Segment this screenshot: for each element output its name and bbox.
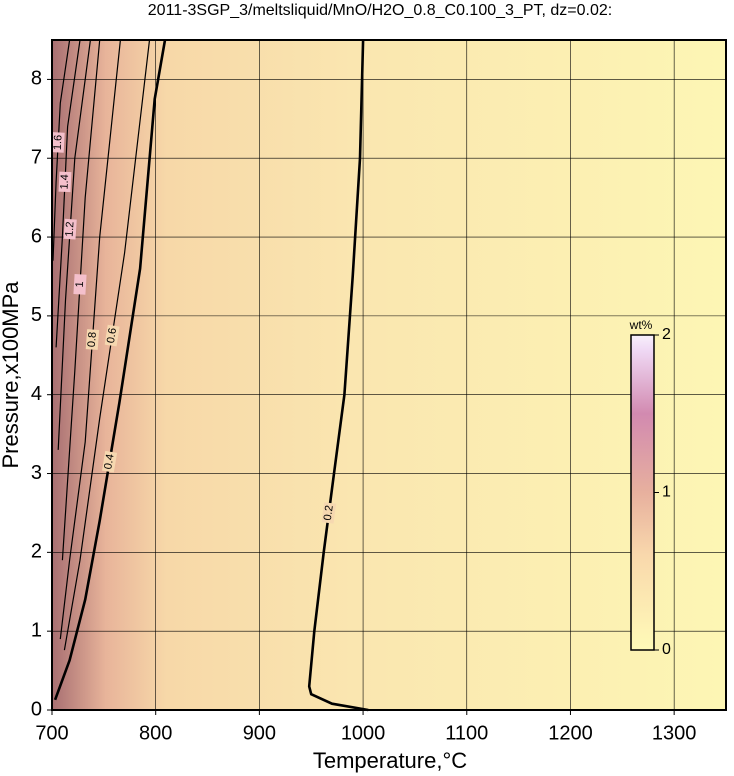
y-tick-label: 2 [31,541,42,563]
x-tick-label: 1000 [341,722,386,744]
contour-label: 0.4 [102,453,116,470]
colorbar-tick-label: 0 [662,641,671,658]
contour-label-box [101,450,118,473]
contour-line [59,39,121,640]
x-tick-label: 1300 [652,722,697,744]
plot-frame [51,39,727,711]
x-tick-label: 1200 [548,722,593,744]
colorbar-tick-label: 1 [662,484,671,501]
colorbar-tick-label: 2 [662,326,671,343]
contour-label-group: 0.4 [101,450,118,473]
colorbar-label: wt% [629,318,653,332]
plot: 0.2 0.4 0.6 0.8 1 1.2 1.4 1.6 [51,39,726,712]
contour-label-box [104,324,120,347]
y-tick-label: 3 [31,462,42,484]
contour-label-group: 1.4 [58,171,72,193]
contour-label: 1 [74,281,86,288]
contour-label-group: 0.8 [85,329,100,350]
contour-label-group: 0.2 [321,502,337,524]
x-tick-label: 1100 [445,722,488,744]
contour-line [63,39,151,651]
colorbar [630,334,655,651]
y-tick-label: 6 [31,225,42,247]
contour-label-group: 1.2 [63,218,77,240]
contour-label: 1.6 [52,135,65,151]
y-axis-label: Pressure,x100MPa [0,281,23,469]
y-tick-label: 1 [31,619,42,641]
contour-label-group: 1 [73,274,87,295]
contour-label-group: 0.6 [104,324,120,347]
contour-label-box [85,329,100,350]
contour-label-box [58,171,72,193]
y-tick-label: 4 [31,383,42,405]
contour-label: 1.4 [59,174,72,190]
contour-label-box [51,132,65,153]
y-tick-label: 8 [31,68,42,90]
contour-label: 0.8 [86,331,99,347]
y-tick-label: 0 [31,698,42,720]
x-tick-label: 800 [139,722,172,744]
contour-label-box [63,218,77,240]
x-tick-label: 900 [243,722,276,744]
contour-line [307,39,369,712]
x-axis-label: Temperature,°C [313,748,467,773]
x-tick-label: 700 [35,722,68,744]
contour-label: 1.2 [64,221,77,237]
plot-background [52,40,726,710]
contour-label-group: 1.6 [51,132,65,153]
chart-title: 2011-3SGP_3/meltsliquid/MnO/H2O_0.8_C0.1… [148,2,612,19]
contour-label-box [73,274,87,295]
contour-label: 0.6 [105,327,119,344]
contour-label-box [321,502,337,524]
contour-label: 0.2 [322,505,336,522]
y-tick-label: 5 [31,304,42,326]
y-tick-label: 7 [31,147,42,169]
